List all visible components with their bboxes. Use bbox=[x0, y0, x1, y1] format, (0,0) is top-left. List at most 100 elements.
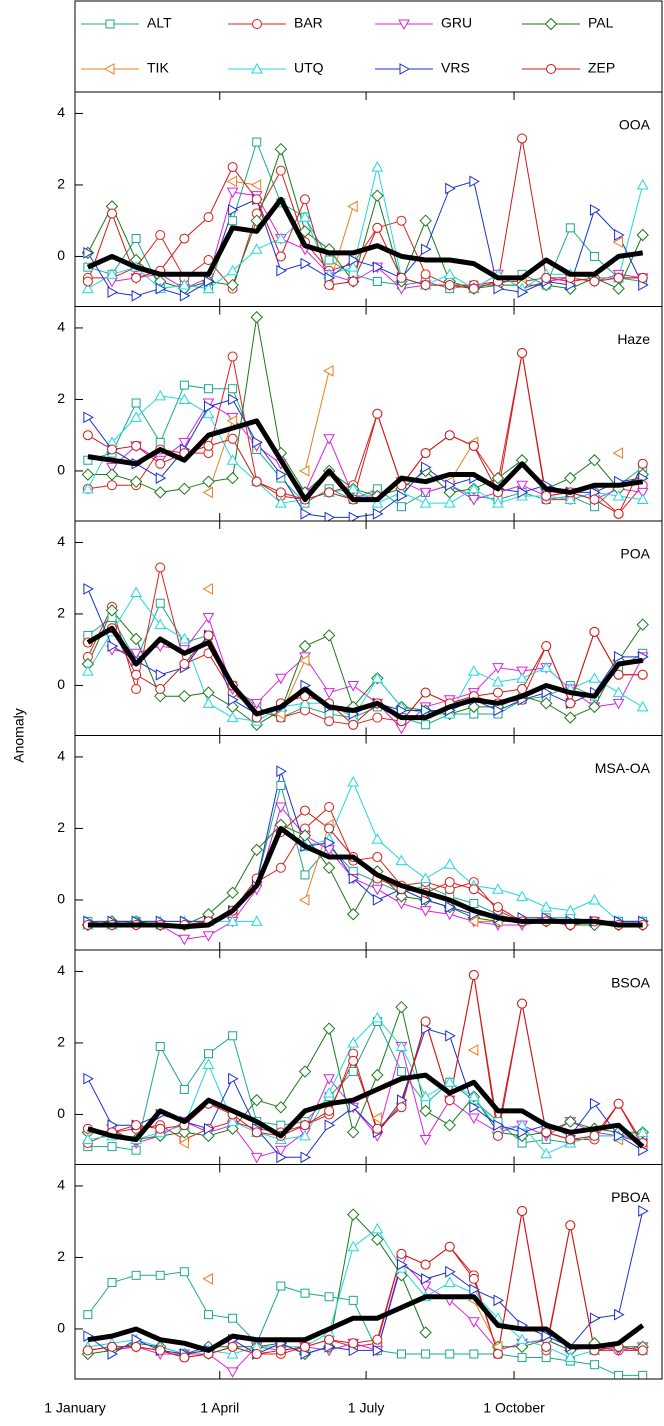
marker bbox=[179, 380, 189, 390]
y-tick-label: 4 bbox=[57, 319, 65, 335]
marker bbox=[516, 890, 528, 901]
marker bbox=[155, 1270, 165, 1280]
marker bbox=[300, 1288, 310, 1298]
marker bbox=[154, 486, 167, 499]
marker bbox=[589, 1360, 599, 1370]
marker bbox=[202, 697, 215, 708]
marker bbox=[347, 680, 360, 692]
marker bbox=[275, 862, 286, 873]
marker bbox=[202, 686, 215, 699]
marker bbox=[82, 282, 94, 294]
marker bbox=[468, 1273, 479, 1284]
plot-area bbox=[81, 562, 649, 735]
marker bbox=[178, 482, 191, 496]
marker bbox=[323, 1086, 335, 1098]
marker bbox=[251, 476, 262, 487]
marker bbox=[444, 877, 455, 888]
marker bbox=[564, 1115, 577, 1128]
marker bbox=[82, 665, 94, 676]
marker bbox=[541, 490, 552, 501]
marker bbox=[491, 471, 505, 485]
y-axis-label: Anomaly bbox=[11, 708, 27, 762]
mean-line bbox=[86, 196, 644, 281]
marker bbox=[203, 384, 213, 394]
marker bbox=[203, 1122, 215, 1135]
marker bbox=[372, 852, 383, 863]
marker bbox=[298, 639, 312, 653]
marker bbox=[467, 1044, 479, 1056]
marker bbox=[445, 479, 456, 492]
marker bbox=[226, 1367, 239, 1378]
marker bbox=[252, 436, 263, 449]
marker bbox=[276, 264, 287, 277]
marker bbox=[83, 455, 93, 465]
marker bbox=[540, 697, 553, 710]
marker bbox=[226, 187, 239, 199]
marker bbox=[444, 430, 455, 441]
series-line bbox=[87, 1271, 643, 1376]
marker bbox=[324, 487, 335, 498]
marker bbox=[226, 415, 238, 427]
marker bbox=[203, 1310, 213, 1320]
marker bbox=[324, 280, 335, 291]
marker bbox=[420, 1259, 431, 1270]
series-line bbox=[87, 974, 644, 1147]
marker bbox=[275, 497, 287, 508]
plot-area bbox=[81, 311, 649, 521]
marker bbox=[371, 1068, 384, 1082]
marker bbox=[299, 1129, 311, 1141]
marker bbox=[565, 698, 576, 709]
marker bbox=[564, 904, 577, 916]
marker bbox=[227, 162, 238, 173]
marker bbox=[202, 583, 213, 595]
marker bbox=[154, 689, 167, 703]
marker bbox=[371, 1233, 384, 1246]
marker bbox=[202, 282, 215, 294]
marker bbox=[324, 1119, 336, 1132]
marker bbox=[251, 194, 262, 205]
y-tick-label: 2 bbox=[57, 176, 65, 192]
marker bbox=[565, 1134, 576, 1145]
marker bbox=[492, 687, 503, 698]
marker bbox=[516, 480, 528, 492]
marker bbox=[469, 899, 479, 909]
marker bbox=[493, 704, 504, 717]
marker bbox=[467, 1317, 480, 1328]
marker bbox=[612, 236, 624, 248]
marker bbox=[202, 1273, 213, 1285]
x-tick-label: 1 January bbox=[44, 1400, 105, 1416]
marker bbox=[372, 1344, 384, 1357]
marker bbox=[540, 901, 553, 912]
marker bbox=[348, 511, 360, 521]
marker bbox=[564, 471, 577, 485]
marker bbox=[469, 1283, 480, 1296]
marker bbox=[493, 1119, 504, 1132]
legend-label: ZEP bbox=[588, 60, 615, 76]
marker bbox=[227, 351, 238, 362]
series-line bbox=[473, 1300, 499, 1348]
marker bbox=[396, 1067, 406, 1077]
y-tick-label: 2 bbox=[57, 819, 65, 835]
panel-title: OOA bbox=[619, 117, 651, 133]
marker bbox=[131, 440, 142, 451]
marker bbox=[637, 272, 648, 283]
marker bbox=[636, 700, 649, 712]
marker bbox=[202, 475, 215, 488]
y-tick-label: 0 bbox=[57, 1320, 65, 1336]
x-tick-label: 1 October bbox=[483, 1400, 545, 1416]
marker bbox=[131, 669, 142, 680]
marker bbox=[131, 234, 141, 244]
marker bbox=[517, 1205, 528, 1216]
marker bbox=[636, 493, 649, 505]
marker bbox=[300, 257, 312, 270]
marker bbox=[106, 462, 118, 474]
marker bbox=[300, 870, 310, 880]
marker bbox=[202, 931, 215, 942]
marker bbox=[275, 487, 286, 498]
panel-title: Haze bbox=[617, 331, 650, 347]
marker bbox=[107, 1142, 117, 1152]
marker bbox=[83, 411, 94, 424]
marker bbox=[129, 632, 143, 646]
marker bbox=[324, 802, 335, 812]
marker bbox=[129, 475, 143, 488]
